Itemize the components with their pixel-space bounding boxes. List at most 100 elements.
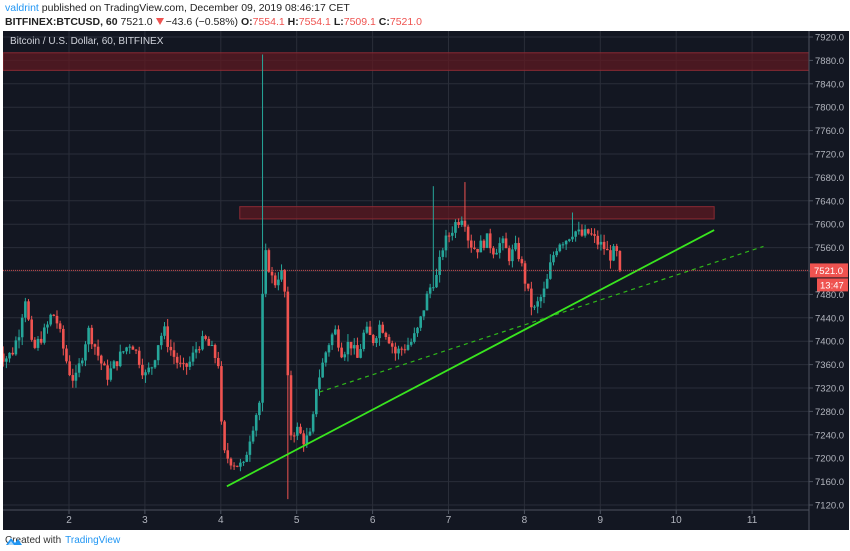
price-tick-label: 7920.0 (815, 33, 844, 44)
candle-body (466, 226, 470, 241)
candle-body (469, 240, 473, 248)
candle-body (11, 352, 15, 355)
close-value: 7521.0 (389, 16, 422, 28)
candle-body (501, 238, 505, 244)
trendline-solid[interactable] (226, 229, 715, 488)
candle-body (590, 233, 593, 235)
candle-body (419, 316, 422, 328)
open-label: O: (240, 16, 253, 28)
candle-body (216, 357, 220, 367)
candle-body (495, 252, 498, 255)
down-arrow-icon (155, 18, 164, 25)
candle-body (182, 362, 185, 364)
candle-body (444, 235, 448, 251)
candle-body (482, 240, 486, 248)
candle-body (473, 247, 476, 249)
price-tick-label: 7680.0 (815, 173, 844, 184)
candle-body (435, 274, 438, 288)
candle-body (539, 297, 543, 302)
candle-body (413, 333, 416, 342)
candle-body (365, 326, 369, 333)
candle-body (571, 236, 574, 240)
candle-body (197, 349, 201, 351)
close-label: C: (378, 16, 390, 28)
price-tick-label: 7880.0 (815, 56, 844, 67)
price-tick-label: 7480.0 (815, 290, 844, 301)
candle-body (447, 235, 451, 237)
candle-body (220, 366, 223, 422)
candle-body (115, 361, 119, 367)
price-tick-label: 7400.0 (815, 337, 844, 348)
publisher-line: valdrint published on TradingView.com, D… (5, 2, 350, 14)
candle-body (454, 222, 457, 233)
candle-body (239, 462, 242, 467)
candle-body (536, 301, 539, 307)
candle-body (74, 372, 78, 381)
candle-body (179, 362, 182, 364)
resistance-zone[interactable] (3, 52, 810, 71)
candle-body (302, 433, 305, 445)
candle-body (267, 250, 271, 272)
price-tick-label: 7560.0 (815, 243, 844, 254)
candle-body (71, 375, 75, 381)
candle-body (191, 352, 195, 362)
candle-body (93, 344, 97, 347)
candle-body (574, 231, 577, 237)
candle-body (68, 361, 71, 376)
candle-body (150, 367, 154, 369)
tradingview-brand-link[interactable]: TradingView (65, 535, 121, 546)
candle-body (409, 341, 413, 345)
resistance-zone[interactable] (239, 206, 715, 220)
trendline-dashed[interactable] (319, 245, 764, 393)
publisher-link[interactable]: valdrint (5, 2, 39, 14)
candlestick-chart[interactable]: 7120.0 7160.0 7200.0 7240.0 7280.0 7320.0 7360… (3, 31, 849, 530)
candle-body (507, 248, 511, 262)
candle-body (403, 349, 407, 351)
last-price: 7521.0 (120, 16, 153, 28)
candle-body (368, 326, 372, 335)
chart-panel[interactable]: 7120.0 7160.0 7200.0 7240.0 7280.0 7320.0 7360… (3, 31, 849, 530)
candle-body (286, 291, 290, 376)
candle-body (17, 337, 21, 341)
candle-body (49, 314, 52, 325)
candle-body (577, 229, 581, 232)
time-tick-label: 9 (598, 515, 604, 526)
candle-body (160, 335, 163, 346)
candle-body (223, 421, 226, 451)
time-tick-label: 10 (671, 515, 683, 526)
candle-body (194, 349, 198, 353)
candle-body (492, 248, 495, 255)
candle-body (210, 345, 214, 347)
candle-body (593, 234, 596, 236)
candle-body (479, 240, 483, 253)
candle-body (390, 343, 394, 347)
candle-body (3, 353, 5, 362)
candle-body (359, 349, 362, 358)
candle-body (422, 310, 426, 317)
candle-body (375, 338, 378, 344)
candle-body (343, 354, 347, 358)
time-tick-label: 4 (218, 515, 224, 526)
price-tick-label: 7600.0 (815, 220, 844, 231)
candle-body (147, 367, 150, 373)
candle-body (213, 345, 217, 358)
open-value: 7554.1 (252, 16, 285, 28)
candle-body (30, 319, 33, 340)
candle-body (185, 363, 188, 367)
candle-body (356, 345, 359, 358)
candle-body (349, 341, 353, 349)
candle-body (498, 243, 502, 253)
candle-body (188, 361, 192, 367)
candle-body (175, 356, 179, 363)
high-label: H: (287, 16, 299, 28)
candle-body (514, 243, 517, 250)
candle-body (612, 246, 615, 261)
candle-body (207, 338, 211, 346)
candle-body (552, 255, 555, 263)
candle-body (125, 347, 128, 352)
candle-body (488, 233, 492, 249)
candle-body (283, 270, 286, 292)
candle-body (39, 338, 43, 343)
candle-body (264, 250, 268, 294)
candle-body (261, 293, 264, 403)
